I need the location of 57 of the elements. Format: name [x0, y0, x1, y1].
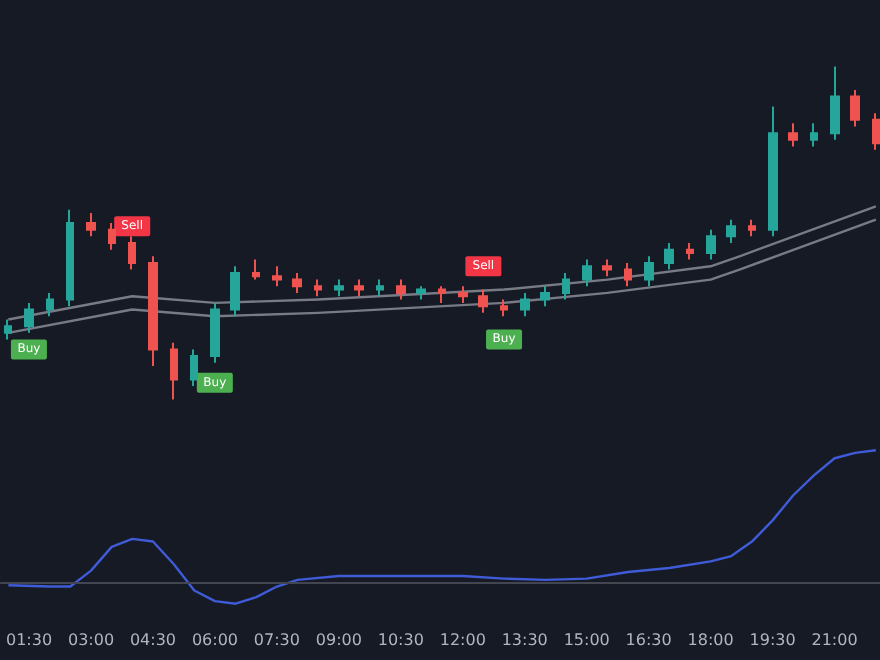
- x-tick-label: 18:00: [687, 631, 734, 649]
- candlestick: [602, 258, 612, 278]
- candlestick: [86, 212, 96, 238]
- x-tick-label: 16:30: [625, 631, 672, 649]
- x-tick-label: 10:30: [377, 631, 424, 649]
- candlestick: [850, 88, 860, 128]
- candlestick: [562, 271, 570, 301]
- candlestick: [520, 291, 530, 318]
- x-tick-label: 19:30: [749, 631, 796, 649]
- candlestick: [686, 241, 694, 261]
- candlestick: [478, 288, 488, 314]
- x-tick-label: 09:00: [315, 631, 362, 649]
- candlestick: [768, 105, 778, 238]
- candlestick: [748, 218, 756, 238]
- x-tick-label: 07:30: [253, 631, 300, 649]
- candlestick: [376, 278, 384, 298]
- candlestick: [830, 65, 840, 141]
- candlestick: [314, 278, 322, 298]
- x-tick-label: 15:00: [563, 631, 610, 649]
- candlestick: [252, 258, 260, 281]
- candlestick: [540, 285, 550, 308]
- candlestick: [210, 301, 220, 364]
- x-tick-label: 06:00: [191, 631, 238, 649]
- candlestick: [664, 241, 674, 271]
- candlestick: [872, 112, 880, 151]
- candlestick: [396, 278, 406, 301]
- candlestick: [292, 271, 302, 294]
- candlestick: [128, 235, 136, 271]
- candlestick: [230, 265, 240, 318]
- candlestick: [190, 348, 198, 388]
- candlestick: [706, 228, 716, 261]
- x-tick-label: 03:00: [67, 631, 115, 649]
- x-tick-label: 21:00: [811, 631, 858, 649]
- x-tick-label: 13:30: [501, 631, 548, 649]
- candlestick: [500, 298, 508, 318]
- candlestick: [416, 285, 426, 301]
- candlestick: [148, 255, 158, 368]
- candlestick: [108, 222, 116, 251]
- candlestick: [438, 285, 446, 304]
- candlestick: [624, 261, 632, 288]
- candlestick: [24, 301, 34, 334]
- x-tick-label: 04:30: [129, 631, 177, 649]
- candlestick: [4, 318, 12, 341]
- candlestick: [644, 255, 654, 288]
- candlestick: [582, 258, 592, 288]
- candlestick: [788, 122, 798, 148]
- candlestick: [334, 278, 344, 298]
- candlestick: [726, 218, 736, 244]
- candlestick: [810, 122, 818, 148]
- x-tick-label: 01:30: [5, 631, 53, 649]
- candlestick: [354, 278, 364, 298]
- candlestick: [272, 265, 282, 288]
- candlestick: [66, 208, 74, 308]
- x-tick-label: 12:00: [439, 631, 486, 649]
- candlestick: [46, 291, 54, 318]
- candlestick: [458, 285, 468, 304]
- candlestick: [170, 341, 178, 401]
